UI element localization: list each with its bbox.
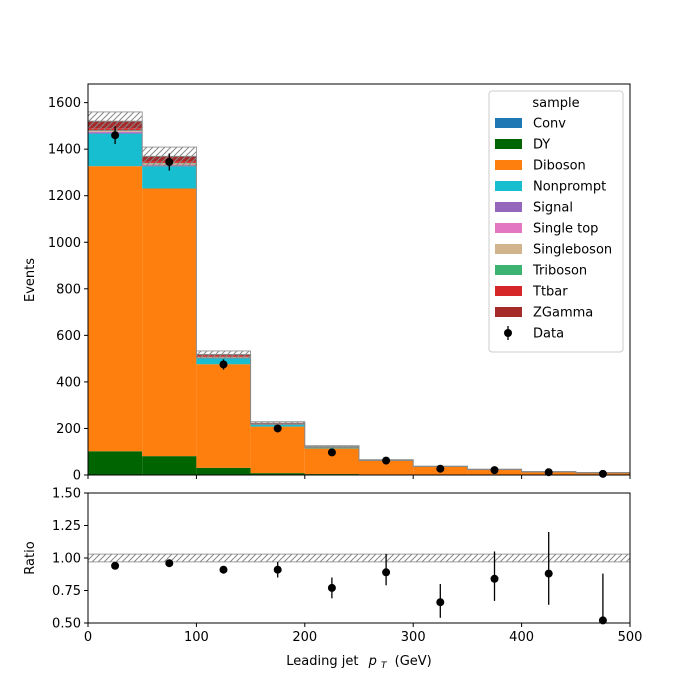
data-point — [382, 456, 391, 465]
legend-entry-dy: DY — [533, 138, 550, 153]
data-point — [490, 466, 499, 475]
legend-swatch — [495, 202, 522, 212]
x-tick-label: 500 — [618, 630, 643, 645]
main-y-tick-label: 1400 — [48, 143, 81, 158]
bar-dy — [196, 467, 251, 475]
main-y-tick-label: 1200 — [48, 189, 81, 204]
x-tick-label: 200 — [292, 630, 317, 645]
legend-entry-data: Data — [533, 327, 564, 342]
data-point — [111, 131, 120, 140]
ratio-point — [165, 559, 174, 568]
bar-diboson — [196, 364, 251, 468]
main-y-tick-label: 1000 — [48, 236, 81, 251]
legend-swatch — [495, 139, 522, 149]
ratio-point — [436, 598, 445, 607]
bar-diboson — [250, 426, 305, 474]
ratio-point — [219, 565, 228, 574]
bar-dy — [88, 451, 143, 475]
legend: sample Conv DY Diboson Nonprompt Signal Single… — [488, 90, 624, 353]
main-y-tick-label: 1600 — [48, 96, 81, 111]
legend-entry-nonprompt: Nonprompt — [533, 180, 606, 195]
legend-swatch — [495, 181, 522, 191]
ratio-y-tick-label: 1.50 — [52, 487, 81, 502]
ratio-y-tick-label: 0.50 — [52, 617, 81, 632]
x-axis-label-unit: (GeV) — [395, 654, 432, 669]
x-axis-label-subscript: T — [381, 661, 388, 671]
main-y-tick-label: 800 — [56, 282, 81, 297]
data-point — [165, 157, 174, 166]
data-point — [544, 468, 553, 477]
ratio-y-tick-label: 0.75 — [52, 584, 81, 599]
ratio-point — [382, 568, 391, 577]
ratio-y-tick-label: 1.25 — [52, 519, 81, 534]
data-point — [273, 424, 282, 433]
legend-swatch — [495, 223, 522, 233]
ratio-point — [327, 583, 336, 592]
x-tick-label: 0 — [84, 630, 92, 645]
ratio-point — [544, 569, 553, 578]
bar-dy — [250, 473, 305, 475]
main-y-axis-label: Events — [23, 258, 38, 302]
legend-swatch — [495, 265, 522, 275]
legend-title: sample — [532, 96, 579, 111]
main-y-tick-label: 600 — [56, 329, 81, 344]
bar-diboson — [142, 188, 197, 457]
bar-diboson — [88, 166, 143, 452]
legend-swatch — [495, 160, 522, 170]
x-axis-label-symbol: p — [368, 654, 377, 669]
main-axes-frame — [87, 83, 631, 476]
legend-entry-conv: Conv — [533, 117, 566, 132]
main-y-tick-label: 200 — [56, 422, 81, 437]
legend-entry-triboson: Triboson — [532, 264, 587, 279]
bar-nonprompt — [142, 166, 197, 189]
legend-box — [488, 90, 624, 353]
x-axis-label: Leading jet p T (GeV) — [286, 654, 431, 672]
ratio-point — [111, 561, 120, 570]
data-point — [436, 464, 445, 473]
ratio-y-tick-label: 1.00 — [52, 552, 81, 567]
x-tick-label: 400 — [509, 630, 534, 645]
bar-nonprompt — [304, 447, 359, 449]
ratio-panel: 0.50 0.75 1.00 1.25 1.50 0 100 200 300 400 500 — [52, 487, 642, 646]
legend-entry-zgamma: ZGamma — [533, 306, 593, 321]
data-point — [327, 448, 336, 457]
main-y-tick-label: 400 — [56, 375, 81, 390]
legend-entry-single-top: Single top — [533, 222, 598, 237]
legend-swatch — [495, 286, 522, 296]
mc-total-outline — [87, 120, 630, 475]
ratio-point — [273, 565, 282, 574]
bar-diboson — [359, 460, 414, 475]
legend-entry-signal: Signal — [533, 201, 573, 216]
data-point — [219, 360, 228, 369]
legend-swatch — [495, 118, 522, 128]
legend-entry-diboson: Diboson — [533, 159, 586, 174]
data-point — [598, 469, 607, 478]
main-panel: 0 200 400 600 800 1000 1200 1400 1600 — [48, 83, 631, 484]
legend-entry-singleboson: Singleboson — [533, 243, 612, 258]
main-y-tick-label: 0 — [73, 469, 81, 484]
x-tick-label: 100 — [184, 630, 209, 645]
legend-swatch — [495, 244, 522, 254]
legend-swatch — [495, 307, 522, 317]
ratio-y-axis-label: Ratio — [23, 541, 38, 574]
legend-entry-ttbar: Ttbar — [532, 285, 568, 300]
ratio-point — [490, 574, 499, 583]
ratio-point — [598, 616, 607, 625]
x-tick-label: 300 — [401, 630, 426, 645]
legend-data-marker — [504, 329, 512, 337]
x-axis-label-text: Leading jet — [286, 654, 358, 669]
bar-dy — [142, 456, 197, 475]
